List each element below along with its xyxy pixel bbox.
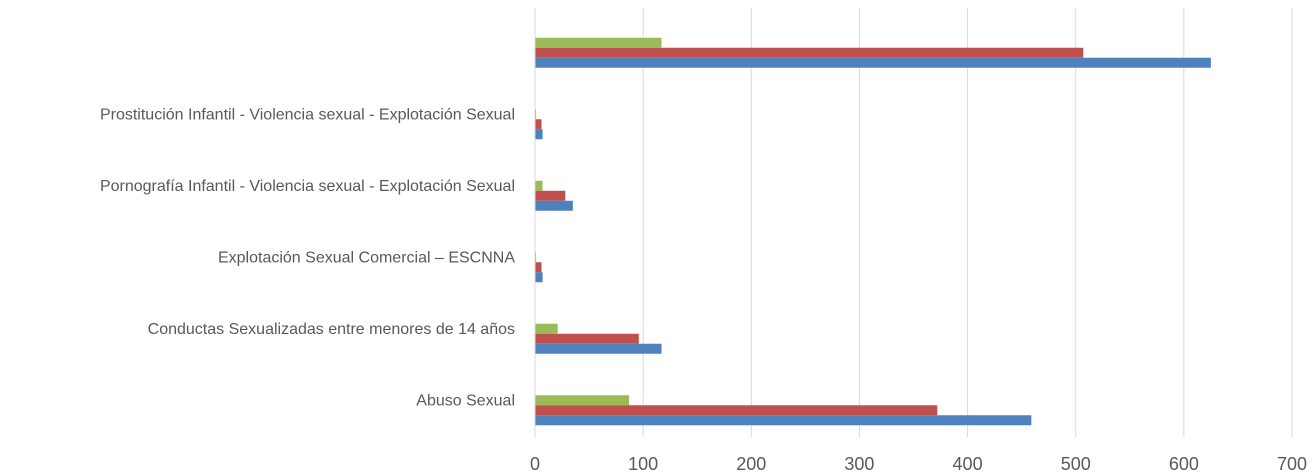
bar xyxy=(535,343,662,354)
bar xyxy=(535,200,573,211)
bar xyxy=(535,180,543,191)
bar xyxy=(535,119,542,130)
x-tick-label: 300 xyxy=(844,454,874,474)
y-tick-label: Conductas Sexualizadas entre menores de … xyxy=(148,321,515,338)
x-tick-label: 500 xyxy=(1061,454,1091,474)
bar xyxy=(535,109,537,120)
x-tick-label: 400 xyxy=(953,454,983,474)
x-tick-label: 600 xyxy=(1169,454,1199,474)
bar xyxy=(535,129,543,140)
bar xyxy=(535,57,1211,68)
bar xyxy=(535,415,1032,426)
y-tick-label: Abuso Sexual xyxy=(416,392,515,409)
x-tick-label: 0 xyxy=(530,454,540,474)
x-tick-label: 100 xyxy=(628,454,658,474)
bar xyxy=(535,47,1084,58)
bar xyxy=(535,395,630,406)
y-tick-label: Explotación Sexual Comercial – ESCNNA xyxy=(218,249,515,266)
bar xyxy=(535,272,543,283)
bar xyxy=(535,190,566,201)
y-tick-label: Pornografía Infantil - Violencia sexual … xyxy=(100,178,515,195)
bar xyxy=(535,37,662,48)
x-tick-label: 700 xyxy=(1277,454,1307,474)
bar xyxy=(535,405,938,416)
bar xyxy=(535,262,542,273)
bar xyxy=(535,252,537,263)
x-tick-label: 200 xyxy=(736,454,766,474)
y-tick-label: Prostitución Infantil - Violencia sexual… xyxy=(100,106,515,123)
bar xyxy=(535,333,639,344)
bar xyxy=(535,323,558,334)
